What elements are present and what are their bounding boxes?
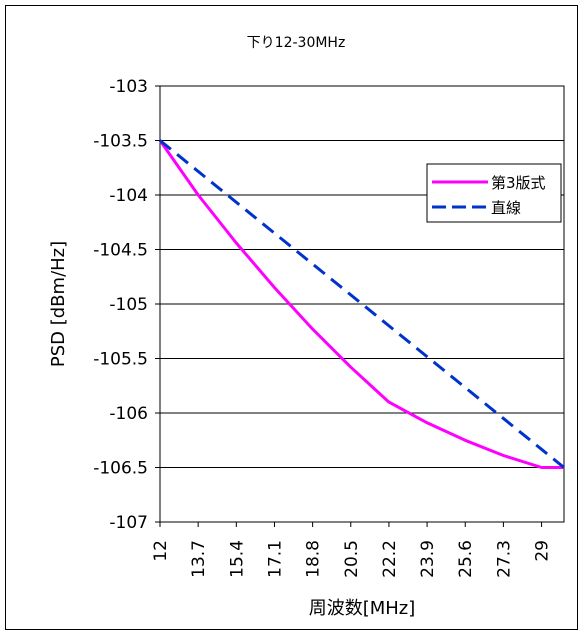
x-axis: 12 13.7 15.4 17.1 18.8 20.5 22.2 23.9 25.6 27.3 29 (151, 522, 553, 578)
chart-title: 下り12-30MHz (247, 35, 346, 51)
y-tick-label: -106.5 (93, 459, 148, 479)
y-tick-label: -105.5 (93, 350, 148, 370)
y-tick-label: -105 (109, 295, 148, 315)
legend-label-series-2: 直線 (491, 199, 521, 217)
y-tick-label: -104.5 (93, 241, 148, 261)
x-tick-label: 20.5 (342, 540, 362, 578)
x-tick-label: 25.6 (456, 540, 476, 578)
x-tick-label: 17.1 (265, 540, 285, 578)
series-line-1 (158, 139, 564, 469)
y-tick-label: -107 (109, 513, 148, 533)
x-tick-label: 13.7 (189, 540, 209, 578)
x-tick-label: 18.8 (304, 540, 324, 578)
x-axis-title: 周波数[MHz] (309, 598, 416, 619)
y-tick-label: -104 (109, 186, 148, 206)
legend-label-series-1: 第3版式 (491, 174, 546, 192)
y-axis-title: PSD [dBm/Hz] (48, 241, 69, 367)
legend: 第3版式 直線 (426, 163, 562, 223)
y-axis: -103 -103.5 -104 -104.5 -105 -105.5 -106 -106.5… (93, 77, 160, 533)
x-tick-label: 15.4 (227, 540, 247, 578)
x-tick-label: 29 (533, 540, 553, 562)
y-tick-label: -103.5 (93, 132, 148, 152)
x-tick-label: 27.3 (494, 540, 514, 578)
x-tick-label: 12 (151, 540, 171, 562)
series-group (158, 139, 565, 469)
y-tick-label: -103 (109, 77, 148, 97)
legend-box (426, 163, 562, 223)
x-tick-label: 22.2 (380, 540, 400, 578)
y-tick-label: -106 (109, 404, 148, 424)
x-tick-label: 23.9 (418, 540, 438, 578)
chart-frame (5, 5, 578, 630)
